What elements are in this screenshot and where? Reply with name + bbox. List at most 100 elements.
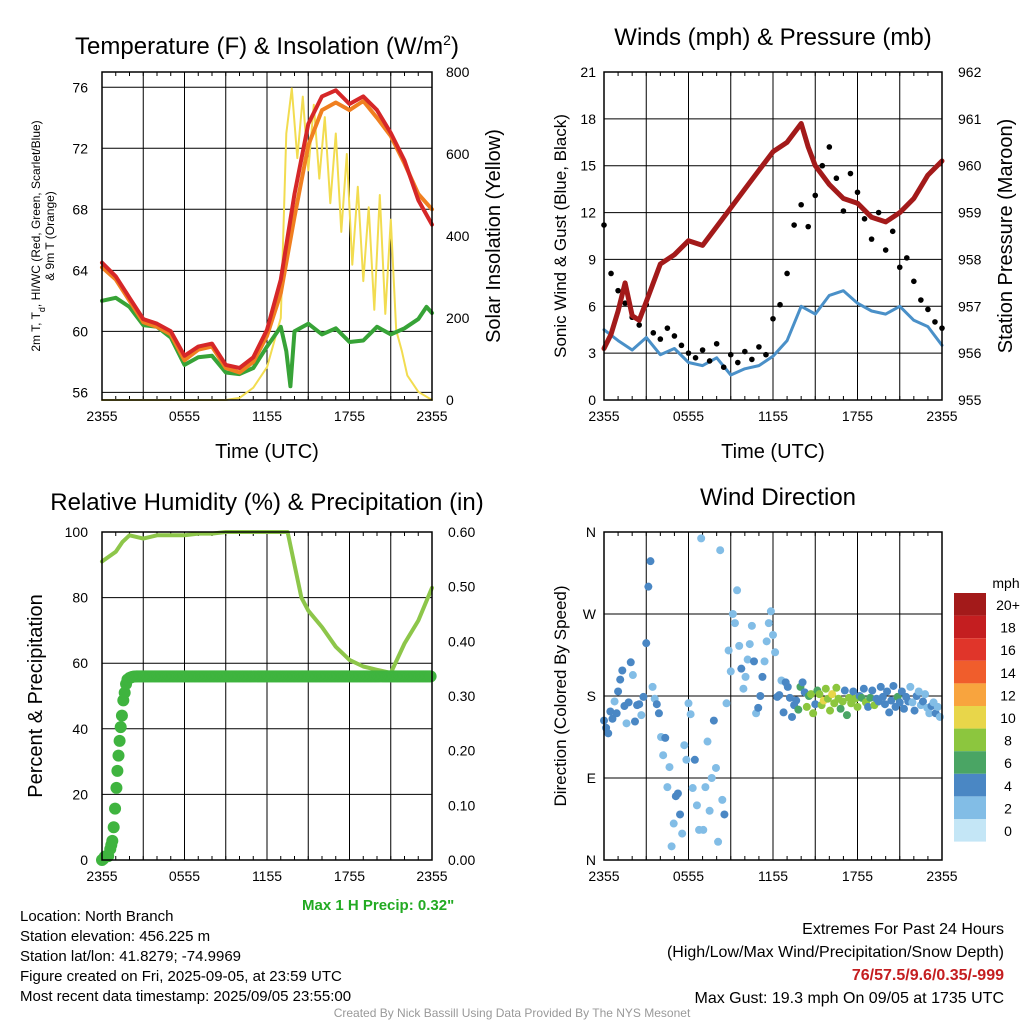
wdir-point xyxy=(684,699,693,708)
wdir-point xyxy=(669,819,678,828)
credit-footer: Created By Nick Bassill Using Data Provi… xyxy=(333,1006,691,1020)
temp-y-tick-label: 76 xyxy=(72,79,88,95)
temp-y-tick-label: 56 xyxy=(72,384,88,400)
wdir-point xyxy=(644,582,653,591)
temp-y-label-rest: , HI/WC (Red, Green, Scarlet/Blue) xyxy=(29,120,43,307)
wdir-y-tick-label: E xyxy=(587,770,596,786)
wind-gust-point xyxy=(847,170,854,177)
temp-y2-tick-label: 400 xyxy=(446,228,470,244)
wdir-point xyxy=(908,698,917,707)
wind-y-tick-label: 0 xyxy=(588,392,596,408)
wdir-point xyxy=(754,703,763,712)
wind-y-tick-label: 9 xyxy=(588,251,596,267)
colorbar-label: 0 xyxy=(1004,823,1012,839)
wdir-point xyxy=(783,682,792,691)
temp-series-9m-temp xyxy=(100,99,434,375)
temp-y2-tick-label: 600 xyxy=(446,146,470,162)
wind-gust-point xyxy=(889,228,896,235)
rh-y2-tick-label: 0.30 xyxy=(448,688,475,704)
colorbar-swatch xyxy=(954,615,986,639)
wdir-point xyxy=(785,693,794,702)
wind-gust-point xyxy=(791,222,797,228)
wind-gust-point xyxy=(918,297,924,303)
colorbar-swatch xyxy=(954,773,986,797)
wind-gust-point xyxy=(706,358,713,364)
wdir-point xyxy=(726,667,735,676)
wdir-point xyxy=(826,706,835,715)
rh-y2-tick-label: 0.60 xyxy=(448,524,475,540)
temp-y2-axis-label: Solar Insolation (Yellow) xyxy=(483,129,505,343)
temp-y-label-line2: & 9m T (Orange) xyxy=(43,191,57,281)
rh-y-tick-label: 60 xyxy=(72,655,88,671)
rh-y-axis-label: Percent & Precipitation xyxy=(25,594,47,797)
wdir-point xyxy=(885,708,894,717)
colorbar-label: 4 xyxy=(1004,778,1012,794)
wdir-point xyxy=(612,709,621,718)
temp-y-tick-label: 60 xyxy=(72,323,88,339)
wind-series-pressure xyxy=(601,121,945,351)
colorbar-label: 18 xyxy=(1000,620,1016,636)
temp-y2-tick-label: 0 xyxy=(446,392,454,408)
rh-y2-tick-label: 0.00 xyxy=(448,852,475,868)
wdir-point xyxy=(836,704,845,713)
wind-gust-point xyxy=(692,355,699,361)
temp-y-axis-label: 2m T, Td, HI/WC (Red, Green, Scarlet/Blu… xyxy=(29,120,57,351)
wind-x-tick-label: 1755 xyxy=(842,408,873,424)
rh-y2-tick-label: 0.50 xyxy=(448,579,475,595)
wdir-point xyxy=(635,700,644,709)
colorbar-label: 12 xyxy=(1000,687,1016,703)
wdir-point xyxy=(895,698,904,707)
temp-y-tick-label: 72 xyxy=(72,140,88,156)
extremes-subtitle: (High/Low/Max Wind/Precipitation/Snow De… xyxy=(666,944,1004,961)
wind-y-tick-label: 3 xyxy=(588,345,596,361)
wdir-point xyxy=(692,801,701,810)
wdir-point xyxy=(910,706,919,715)
wdir-point xyxy=(737,664,746,673)
wind-gust-point xyxy=(826,144,833,150)
wind-gust-point xyxy=(812,192,819,199)
wdir-point xyxy=(626,658,635,667)
wdir-point xyxy=(866,693,875,702)
rh-precip-point xyxy=(106,834,119,847)
wind-gust-point xyxy=(840,208,847,214)
wdir-point xyxy=(610,697,619,706)
colorbar-swatch xyxy=(954,796,986,819)
wdir-point xyxy=(794,705,803,714)
wdir-point xyxy=(716,546,725,555)
wind-y2-tick-label: 961 xyxy=(958,111,982,127)
temp-chart-title: Temperature (F) & Insolation (W/m2) xyxy=(75,32,459,60)
wind-gust-point xyxy=(868,236,875,242)
wind-gust-point xyxy=(671,333,678,339)
wdir-point xyxy=(663,783,672,792)
wdir-point xyxy=(690,755,699,764)
wdir-point xyxy=(828,690,837,699)
wdir-point xyxy=(614,687,623,696)
wdir-point xyxy=(652,700,661,709)
wdir-point xyxy=(608,714,617,723)
wind-gust-point xyxy=(798,201,804,208)
wind-y2-tick-label: 960 xyxy=(958,158,982,174)
max-gust: Max Gust: 19.3 mph On 09/05 at 1735 UTC xyxy=(694,990,1005,1007)
wind-gust-point xyxy=(777,301,783,308)
recent-timestamp: Most recent data timestamp: 2025/09/05 2… xyxy=(20,988,352,1005)
rh-y2-tick-label: 0.40 xyxy=(448,633,475,649)
wdir-point xyxy=(853,702,862,711)
wind-y-tick-label: 6 xyxy=(588,298,596,314)
wdir-point xyxy=(659,751,668,760)
wind-gust-point xyxy=(925,306,931,313)
wdir-point xyxy=(779,708,788,717)
wdir-point xyxy=(703,737,712,746)
rh-precip-point xyxy=(424,670,437,683)
wdir-point xyxy=(699,825,708,834)
wind-gust-point xyxy=(770,315,776,322)
wdir-point xyxy=(720,810,729,819)
colorbar-swatch xyxy=(954,638,986,661)
colorbar-label: 16 xyxy=(1000,642,1016,658)
wdir-point xyxy=(760,657,769,666)
temp-frame xyxy=(101,71,433,401)
wdir-point xyxy=(876,682,885,691)
rh-y-tick-label: 40 xyxy=(72,721,88,737)
wind-gust-point xyxy=(932,319,938,325)
wind-x-tick-label: 2355 xyxy=(926,408,957,424)
